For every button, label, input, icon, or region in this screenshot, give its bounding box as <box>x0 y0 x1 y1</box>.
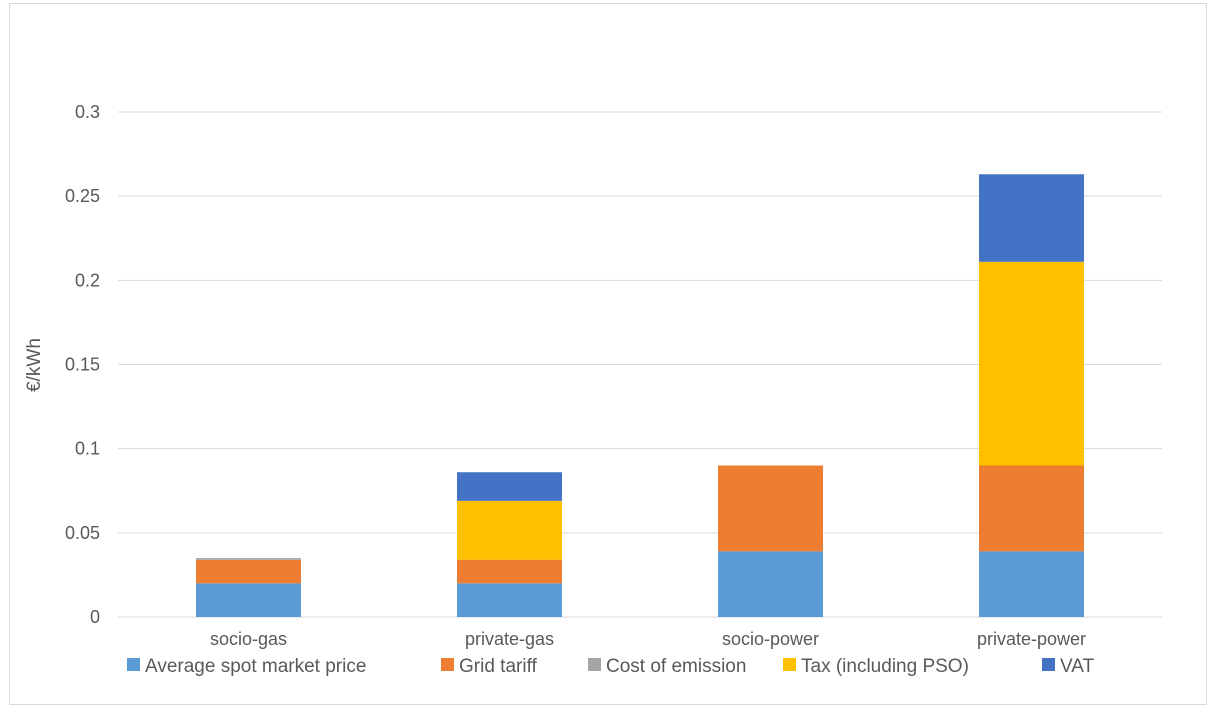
y-tick-label: 0.25 <box>65 186 100 206</box>
legend-swatch <box>588 658 601 671</box>
bar-segment <box>457 500 562 560</box>
legend-label: Grid tariff <box>459 656 538 677</box>
legend-swatch <box>127 658 140 671</box>
bar-segment <box>979 174 1084 262</box>
y-tick-label: 0.1 <box>75 439 100 459</box>
bar-segment <box>196 559 301 584</box>
legend-label: VAT <box>1060 656 1095 677</box>
y-tick-label: 0 <box>90 607 100 627</box>
x-tick-label: private-gas <box>465 629 554 649</box>
y-tick-label: 0.15 <box>65 355 100 375</box>
legend-swatch <box>783 658 796 671</box>
legend-label: Cost of emission <box>606 656 746 677</box>
bar-segment <box>457 559 562 584</box>
legend-swatch <box>1042 658 1055 671</box>
bars <box>196 174 1084 617</box>
x-tick-label: private-power <box>977 629 1086 649</box>
bar-segment <box>196 558 301 560</box>
y-axis-label: €/kWh <box>24 338 45 392</box>
x-tick-label: socio-gas <box>210 629 287 649</box>
bar-segment <box>979 261 1084 466</box>
legend-label: Tax (including PSO) <box>801 656 969 677</box>
bar-segment <box>718 551 823 617</box>
bar-segment <box>979 551 1084 617</box>
bar-segment <box>457 583 562 617</box>
x-axis-ticks: socio-gas private-gas socio-power private-p… <box>210 629 1086 649</box>
legend-label: Average spot market price <box>145 656 366 677</box>
legend: Average spot market price Grid tariff Cost… <box>127 656 1095 677</box>
y-tick-label: 0.3 <box>75 102 100 122</box>
bar-segment <box>457 472 562 501</box>
bar-segment <box>979 465 1084 552</box>
y-axis-ticks: 0 0.05 0.1 0.15 0.2 0.25 0.3 <box>65 102 100 627</box>
y-tick-label: 0.05 <box>65 523 100 543</box>
bar-segment <box>196 583 301 617</box>
bar-segment <box>718 465 823 552</box>
y-tick-label: 0.2 <box>75 270 100 290</box>
legend-swatch <box>441 658 454 671</box>
x-tick-label: socio-power <box>722 629 819 649</box>
